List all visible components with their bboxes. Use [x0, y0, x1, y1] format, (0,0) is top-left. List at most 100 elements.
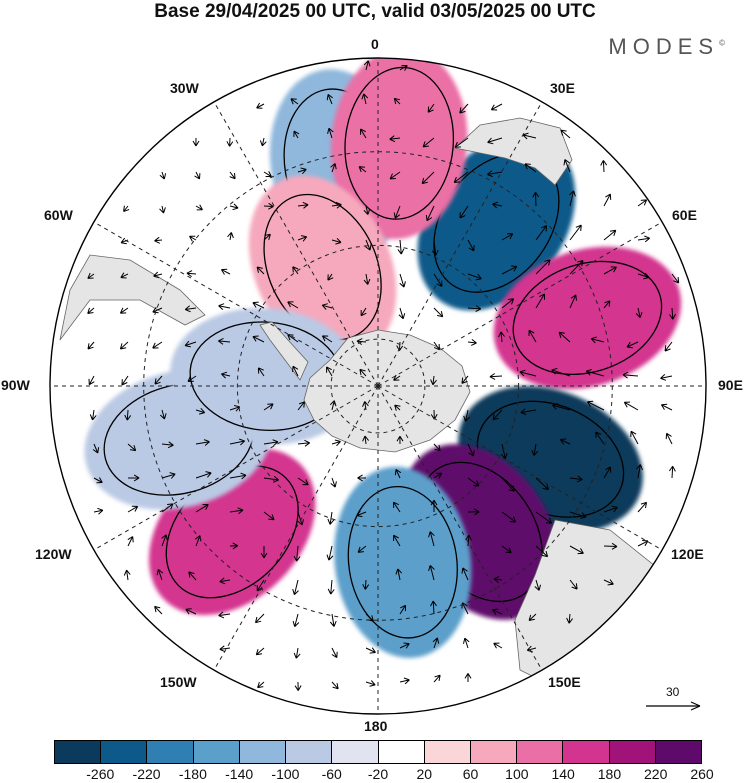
- wind-vector-arrow: [192, 137, 200, 147]
- wind-vector-arrow: [219, 577, 231, 585]
- wind-vector-arrow: [88, 375, 95, 386]
- wind-vector-arrow: [637, 235, 651, 243]
- wind-vector-arrow: [501, 511, 517, 523]
- wind-vector-arrow: [159, 409, 167, 420]
- wind-vector-arrow: [119, 341, 129, 350]
- wind-vector-arrow: [331, 237, 342, 245]
- wind-vector-arrow: [535, 511, 553, 524]
- wind-vector-arrow: [195, 407, 206, 415]
- wind-vector-arrow: [293, 130, 300, 139]
- wind-vector-arrow: [226, 137, 234, 147]
- wind-vector-arrow: [263, 233, 271, 241]
- wind-vector-arrow: [194, 171, 201, 180]
- wind-vector-arrow: [229, 171, 236, 180]
- wind-vector-arrow: [359, 368, 367, 377]
- meridian-line: [377, 221, 663, 387]
- wind-vector-arrow: [389, 171, 401, 180]
- wind-vector-arrow: [428, 531, 435, 547]
- wind-vector-arrow: [326, 545, 334, 561]
- colorbar-tick-label: 180: [597, 766, 622, 782]
- wind-vector-arrow: [665, 432, 673, 445]
- wind-vector-arrow: [255, 613, 265, 624]
- wind-vector-arrow: [159, 205, 166, 214]
- wind-vector-arrow: [671, 273, 680, 284]
- lon-label-180: 180: [364, 718, 388, 734]
- wind-vector-arrow: [461, 567, 469, 581]
- wind-vector-arrow: [87, 307, 95, 314]
- wind-vector-arrow: [89, 409, 97, 421]
- lon-label-30e: 30E: [550, 80, 575, 96]
- wind-vector-arrow: [393, 97, 401, 105]
- wind-vector-arrow: [467, 273, 482, 281]
- wind-vector-arrow: [492, 608, 503, 615]
- wind-vector-arrow: [487, 170, 503, 178]
- wind-vector-arrow: [260, 546, 268, 559]
- wind-vector-arrow: [493, 642, 503, 649]
- wind-vector-arrow: [467, 477, 480, 487]
- africa-land: [454, 117, 573, 186]
- lon-label-60e: 60E: [672, 207, 697, 223]
- lon-label-60w: 60W: [44, 207, 73, 223]
- wind-vector-arrow: [356, 510, 367, 518]
- wind-vector-arrow: [501, 233, 514, 241]
- meridian-line: [213, 385, 379, 671]
- wind-vector-arrow: [500, 443, 508, 459]
- colorbar-swatch: [55, 741, 102, 763]
- latitude-circle: [236, 244, 520, 528]
- wind-vector-arrow: [467, 339, 477, 346]
- wind-vector-arrow: [463, 409, 470, 422]
- wind-vector-arrow: [326, 366, 333, 377]
- wind-vector-arrow: [393, 534, 401, 547]
- wind-vector-arrow: [195, 204, 203, 211]
- wind-vector-arrow: [430, 600, 437, 615]
- wind-vector-arrow: [425, 205, 435, 222]
- wind-vector-arrow: [93, 477, 103, 484]
- wind-vector-arrow: [432, 637, 440, 649]
- wind-vector-arrow: [127, 536, 134, 547]
- wind-vector-arrow: [464, 673, 472, 682]
- colorbar-tick-label: -20: [367, 766, 389, 782]
- colorbar-swatch: [101, 741, 148, 763]
- wind-vector-arrow: [292, 365, 299, 377]
- colorbar-swatch: [517, 741, 564, 763]
- wind-vector-arrow: [501, 298, 515, 309]
- wind-vector-arrow: [569, 260, 584, 275]
- wind-vector-arrow: [637, 540, 649, 547]
- wind-vector-arrow: [393, 205, 401, 219]
- wind-vector-arrow: [330, 477, 337, 488]
- wind-vector-arrow: [421, 171, 435, 185]
- colorbar-swatch: [147, 741, 194, 763]
- lon-label-0: 0: [371, 36, 379, 52]
- wind-vector-arrow: [161, 534, 168, 547]
- wind-vector-arrow: [389, 135, 401, 143]
- wind-vector-arrow: [297, 477, 309, 486]
- colorbar-tick-label: -220: [132, 766, 161, 782]
- wind-vector-arrow: [161, 441, 174, 449]
- antarctic-peninsula: [259, 321, 309, 381]
- meridian-line: [377, 385, 663, 551]
- wind-vector-arrow: [399, 642, 410, 649]
- wind-vector-arrow: [120, 272, 129, 279]
- wind-vector-arrow: [195, 504, 209, 513]
- wind-vector-arrow: [398, 307, 406, 320]
- wind-vector-arrow: [123, 205, 130, 212]
- wind-vector-arrow: [399, 273, 406, 288]
- latitude-circle: [330, 338, 426, 434]
- wind-vector-arrow: [263, 403, 274, 411]
- wind-vector-arrow: [331, 647, 338, 659]
- wind-vector-arrow: [463, 637, 470, 649]
- wind-vector-arrow: [287, 301, 299, 309]
- wind-vector-arrow: [501, 545, 512, 554]
- wind-vector-arrow: [422, 137, 435, 148]
- wind-vector-arrow: [184, 305, 197, 313]
- colorbar-ticks: -260 -220 -180 -140 -100 -60 -20 20 60 100 140 180 2…: [54, 766, 713, 782]
- wind-vector-arrow: [257, 367, 265, 377]
- wind-vector-arrow: [123, 569, 131, 581]
- wind-vector-arrow: [87, 272, 95, 279]
- lon-label-90w: 90W: [1, 377, 30, 393]
- wind-vector-arrow: [585, 369, 605, 377]
- wind-vector-arrow: [430, 375, 437, 386]
- colorbar-tick-label: -60: [321, 766, 342, 782]
- wind-vector-arrow: [329, 613, 337, 627]
- wind-vector-arrow: [493, 576, 503, 583]
